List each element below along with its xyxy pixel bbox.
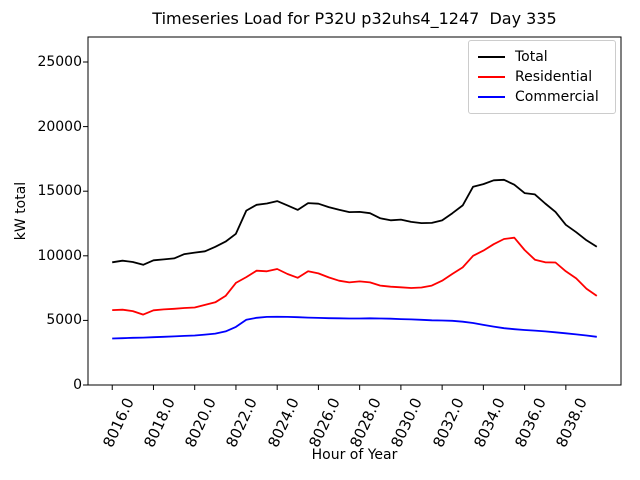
- legend-label-residential: Residential: [515, 69, 593, 85]
- axes-spines: [87, 36, 622, 386]
- series-line-commercial: [112, 315, 597, 340]
- y-tick-label: 20000: [37, 118, 82, 135]
- legend: Total Residential Commercial: [468, 40, 616, 114]
- legend-label-total: Total: [515, 49, 548, 65]
- legend-entry-residential: Residential: [478, 67, 605, 87]
- series-line-residential: [112, 236, 598, 316]
- legend-line-residential-icon: [478, 76, 505, 78]
- y-tick-label: 5000: [46, 312, 82, 329]
- legend-line-commercial-icon: [478, 96, 505, 98]
- y-tick-label: 15000: [37, 183, 82, 200]
- x-axis-label: Hour of Year: [311, 447, 398, 463]
- legend-entry-total: Total: [478, 47, 605, 67]
- series-line-total: [112, 178, 598, 266]
- legend-line-total-icon: [478, 56, 505, 58]
- legend-entry-commercial: Commercial: [478, 87, 605, 107]
- legend-label-commercial: Commercial: [515, 89, 599, 105]
- y-tick-label: 0: [73, 377, 82, 393]
- chart-title: Timeseries Load for P32U p32uhs4_1247 Da…: [152, 9, 557, 28]
- y-tick-label: 25000: [37, 54, 82, 70]
- y-tick-label: 10000: [37, 247, 82, 264]
